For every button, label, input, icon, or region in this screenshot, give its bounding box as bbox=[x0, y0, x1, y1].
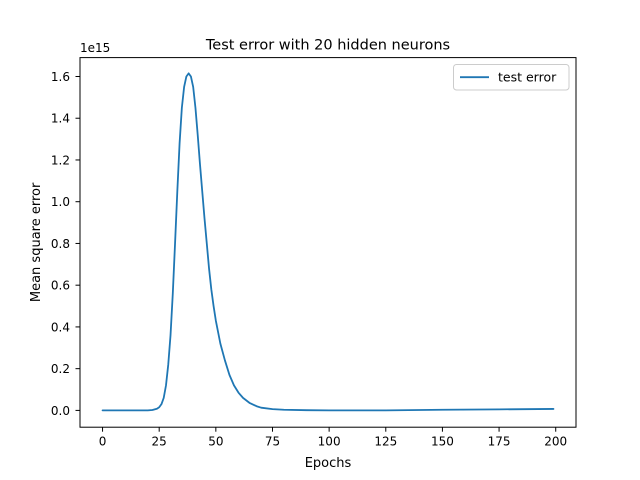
y-tick-label: 0.8 bbox=[51, 237, 70, 251]
x-axis-ticks: 0 25 50 75 100 125 150 175 200 bbox=[99, 427, 567, 449]
x-tick-label: 50 bbox=[208, 435, 223, 449]
x-tick-label: 175 bbox=[488, 435, 511, 449]
y-tick-label: 1.6 bbox=[51, 70, 70, 84]
y-axis-ticks: 0.0 0.2 0.4 0.6 0.8 1.0 1.2 1.4 1.6 bbox=[51, 70, 80, 418]
x-tick-label: 100 bbox=[318, 435, 341, 449]
chart-title: Test error with 20 hidden neurons bbox=[205, 38, 450, 54]
y-tick-label: 0.4 bbox=[51, 320, 70, 334]
legend-label-test-error: test error bbox=[498, 70, 557, 85]
y-axis-label: Mean square error bbox=[29, 182, 44, 302]
x-axis-label: Epochs bbox=[305, 456, 352, 471]
axes-frame bbox=[79, 57, 577, 428]
legend-box bbox=[453, 64, 570, 91]
y-tick-label: 1.4 bbox=[51, 112, 70, 126]
y-tick-label: 1.0 bbox=[51, 195, 70, 209]
x-tick-label: 25 bbox=[152, 435, 167, 449]
y-tick-label: 0.2 bbox=[51, 362, 70, 376]
legend: test error bbox=[453, 64, 570, 91]
y-tick-label: 1.2 bbox=[51, 153, 70, 167]
y-axis-scale-label: 1e15 bbox=[80, 41, 110, 55]
plot-area: 0 25 50 75 100 125 150 175 200 0.0 0.2 0.4 0.6 0.8 1.… bbox=[29, 38, 577, 471]
x-tick-label: 0 bbox=[99, 435, 107, 449]
x-tick-label: 150 bbox=[431, 435, 454, 449]
y-tick-label: 0.0 bbox=[51, 404, 70, 418]
x-tick-label: 125 bbox=[374, 435, 397, 449]
x-tick-label: 75 bbox=[265, 435, 280, 449]
x-tick-label: 200 bbox=[544, 435, 567, 449]
y-tick-label: 0.6 bbox=[51, 279, 70, 293]
series-line-test-error bbox=[101, 72, 555, 412]
